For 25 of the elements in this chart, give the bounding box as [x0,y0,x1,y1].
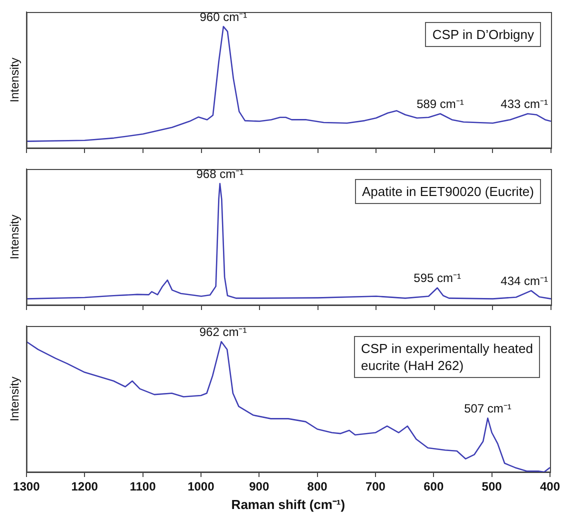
annotation: 960 cm⁻¹ [200,10,248,24]
y-axis-title: Intensity [8,58,22,102]
x-tick-label: 1300 [13,480,40,494]
x-tick-label: 1000 [188,480,215,494]
annotation: 962 cm⁻¹ [199,324,247,339]
annotation: 433 cm⁻¹ [500,97,548,112]
x-axis-title: Raman shift (cm⁻¹) [231,496,346,512]
x-tick-label: 1100 [130,480,156,494]
annotation: 507 cm⁻¹ [464,401,512,416]
chart-title: Apatite in EET90020 (Eucrite) [355,179,541,204]
x-tick-label: 400 [540,480,560,494]
x-tick-label: 800 [307,480,328,494]
x-tick-label: 700 [365,480,386,494]
x-tick-label: 600 [424,480,444,494]
annotation: 595 cm⁻¹ [414,271,462,286]
x-tick-label: 500 [482,480,502,494]
annotation: 968 cm⁻¹ [196,166,244,181]
y-axis-title: Intensity [8,214,22,260]
annotation: 589 cm⁻¹ [416,97,464,112]
x-tick-label: 900 [249,480,270,494]
annotation: 434 cm⁻¹ [500,274,548,288]
x-tick-label: 1200 [71,480,98,494]
text: CSP in experimentally heated eucrite (HaH 262) [354,336,540,378]
y-axis-title: Intensity [8,376,22,422]
chart-title: CSP in D’Orbigny [425,22,541,47]
